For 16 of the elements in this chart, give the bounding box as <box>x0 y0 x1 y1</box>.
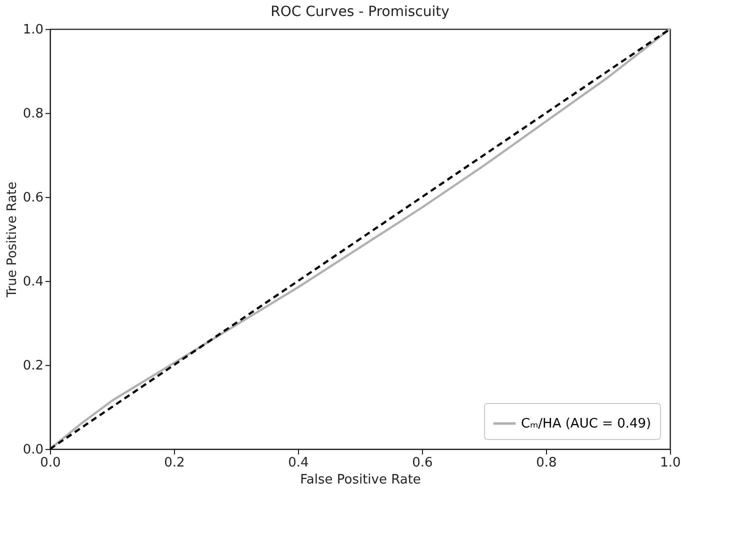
chart-title: ROC Curves - Promiscuity <box>270 4 450 20</box>
legend-label: Cₘ/HA (AUC = 0.49) <box>521 416 652 432</box>
y-tick-label: 0.6 <box>22 190 44 206</box>
y-tick-label: 1.0 <box>22 22 44 38</box>
y-tick-label: 0.8 <box>22 106 44 122</box>
x-tick-label: 0.8 <box>536 456 557 470</box>
x-tick-label: 0.0 <box>40 456 61 470</box>
x-tick-label: 0.2 <box>164 456 185 470</box>
x-tick-label: 0.6 <box>412 456 433 470</box>
y-tick-label: 0.2 <box>22 358 44 374</box>
y-axis-title: True Positive Rate <box>4 182 20 298</box>
x-tick-label: 1.0 <box>660 456 681 470</box>
x-axis-title: False Positive Rate <box>300 472 421 488</box>
y-tick-label: 0.0 <box>22 442 44 458</box>
x-tick-label: 0.4 <box>288 456 309 470</box>
y-tick-label: 0.4 <box>22 274 44 290</box>
